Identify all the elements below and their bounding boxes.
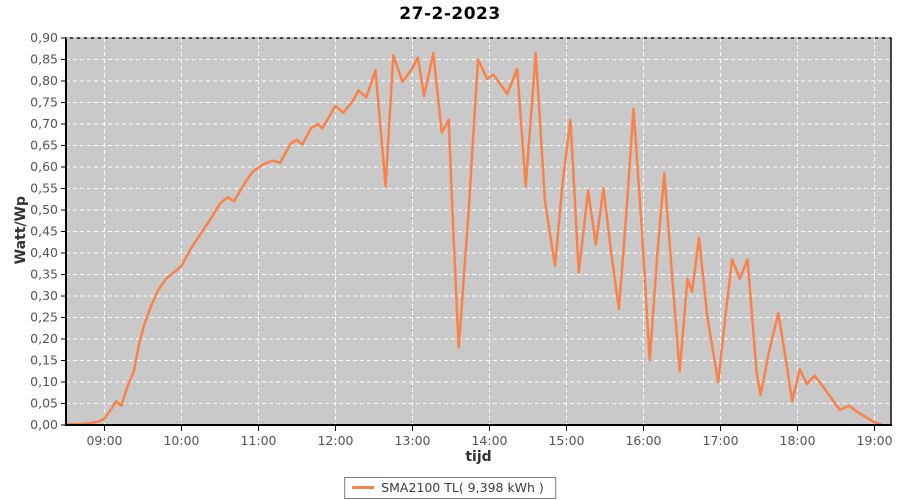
y-tick-label: 0,75 bbox=[30, 95, 58, 110]
x-tick-label: 09:00 bbox=[86, 433, 122, 448]
tick-labels: 0,00 0,05 0,10 0,15 0,20 0,25 0,30 0,35 0,40 0,45… bbox=[30, 30, 892, 448]
y-tick-label: 0,15 bbox=[30, 353, 58, 368]
x-tick-label: 17:00 bbox=[703, 433, 739, 448]
y-tick-label: 0,35 bbox=[30, 267, 58, 282]
chart-title: 27-2-2023 bbox=[399, 4, 501, 24]
x-tick-label: 13:00 bbox=[394, 433, 430, 448]
y-tick-label: 0,70 bbox=[30, 116, 58, 131]
y-tick-label: 0,10 bbox=[30, 374, 58, 389]
x-tick-label: 12:00 bbox=[317, 433, 353, 448]
y-tick-label: 0,00 bbox=[30, 417, 58, 432]
y-tick-label: 0,45 bbox=[30, 224, 58, 239]
y-tick-label: 0,20 bbox=[30, 331, 58, 346]
y-tick-label: 0,50 bbox=[30, 202, 58, 217]
x-tick-label: 18:00 bbox=[780, 433, 816, 448]
y-tick-label: 0,80 bbox=[30, 73, 58, 88]
y-tick-label: 0,25 bbox=[30, 310, 58, 325]
y-tick-label: 0,05 bbox=[30, 396, 58, 411]
gridlines bbox=[66, 38, 891, 425]
x-tick-label: 10:00 bbox=[163, 433, 199, 448]
y-tick-label: 0,65 bbox=[30, 138, 58, 153]
x-tick-label: 15:00 bbox=[548, 433, 584, 448]
y-tick-label: 0,60 bbox=[30, 159, 58, 174]
y-tick-label: 0,55 bbox=[30, 181, 58, 196]
x-tick-label: 14:00 bbox=[471, 433, 507, 448]
y-tick-label: 0,90 bbox=[30, 30, 58, 45]
x-axis-title: tijd bbox=[465, 449, 492, 465]
legend-label: SMA2100 TL( 9,398 kWh ) bbox=[381, 480, 544, 495]
x-tick-label: 16:00 bbox=[625, 433, 661, 448]
y-tick-label: 0,85 bbox=[30, 52, 58, 67]
axis-ticks bbox=[61, 37, 876, 431]
legend-line-swatch bbox=[352, 486, 375, 489]
y-tick-label: 0,30 bbox=[30, 288, 58, 303]
x-tick-label: 19:00 bbox=[857, 433, 893, 448]
x-tick-label: 11:00 bbox=[240, 433, 276, 448]
legend: SMA2100 TL( 9,398 kWh ) bbox=[344, 477, 556, 499]
y-tick-label: 0,40 bbox=[30, 245, 58, 260]
series-line bbox=[64, 51, 882, 426]
y-axis-title: Watt/Wp bbox=[13, 196, 29, 265]
